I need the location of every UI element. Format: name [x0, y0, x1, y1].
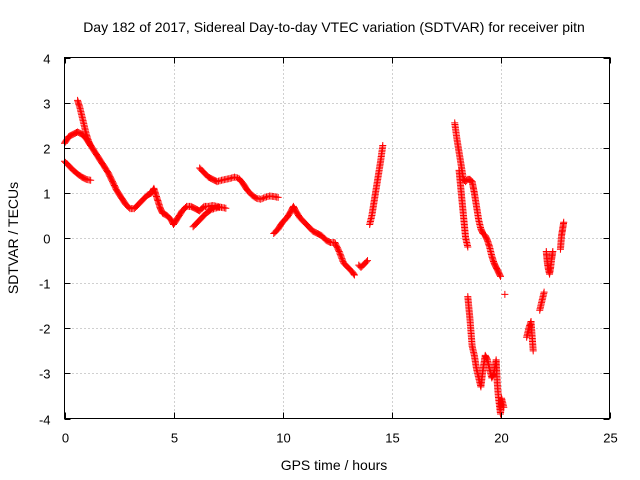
- data-point: [464, 243, 472, 251]
- series-arc-g: [355, 257, 372, 271]
- data-point: [497, 272, 504, 280]
- data-point: [87, 176, 95, 184]
- x-axis-label: GPS time / hours: [281, 457, 388, 473]
- y-tick-label: -4: [39, 413, 51, 428]
- series-arc-h: [366, 141, 387, 228]
- x-tick-label: 10: [276, 431, 290, 446]
- x-tick-label: 20: [494, 431, 508, 446]
- data-points: [61, 96, 568, 418]
- y-axis-label: SDTVAR / TECUs: [5, 182, 21, 294]
- series-arc-l: [501, 290, 509, 298]
- series-arc-k: [464, 293, 508, 418]
- y-tick-label: 2: [43, 142, 50, 157]
- data-point: [501, 290, 509, 298]
- series-arc-e: [196, 164, 282, 203]
- series-arc-o: [542, 248, 557, 278]
- data-point: [208, 205, 216, 213]
- y-tick-label: 4: [43, 52, 50, 67]
- series-arc-m: [523, 317, 537, 355]
- data-point: [274, 193, 282, 201]
- data-point: [260, 194, 268, 202]
- series-arc-n: [536, 288, 548, 314]
- y-tick-label: 3: [43, 97, 50, 112]
- series-arc-c: [74, 96, 95, 149]
- x-tick-label: 25: [603, 431, 617, 446]
- series-arc-f: [270, 202, 358, 279]
- data-point: [500, 403, 508, 411]
- data-point: [209, 205, 217, 213]
- data-point: [379, 141, 387, 149]
- series-arc-j: [455, 166, 472, 251]
- data-point: [364, 257, 372, 265]
- chart-title: Day 182 of 2017, Sidereal Day-to-day VTE…: [83, 19, 585, 35]
- series-arc-b: [61, 157, 95, 184]
- y-tick-label: -2: [39, 322, 51, 337]
- x-tick-labels: 0 5 10 15 20 25: [62, 431, 618, 446]
- data-point: [258, 195, 266, 203]
- data-point: [207, 206, 215, 214]
- data-point: [549, 248, 557, 256]
- data-point: [350, 271, 358, 279]
- x-tick-label: 5: [171, 431, 178, 446]
- data-point: [350, 270, 358, 278]
- data-point: [87, 141, 95, 149]
- series-arc-p: [556, 218, 568, 253]
- data-point: [222, 204, 230, 212]
- data-point: [362, 258, 370, 266]
- series-arc-i: [451, 119, 504, 280]
- data-point: [215, 203, 223, 211]
- axis-ticks: [64, 57, 611, 420]
- data-point: [257, 195, 265, 203]
- y-tick-label: 1: [43, 187, 50, 202]
- data-point: [529, 347, 537, 355]
- y-tick-label: -3: [39, 367, 51, 382]
- x-tick-label: 0: [62, 431, 69, 446]
- y-tick-labels: -4 -3 -2 -1 0 1 2 3 4: [39, 52, 51, 428]
- y-tick-label: -1: [39, 277, 51, 292]
- x-tick-label: 15: [385, 431, 399, 446]
- grid: [64, 57, 610, 419]
- data-point: [540, 288, 548, 296]
- data-point: [86, 140, 94, 148]
- y-tick-label: 0: [43, 232, 50, 247]
- series-arc-d: [189, 203, 223, 231]
- data-point: [560, 218, 568, 226]
- data-point: [496, 271, 504, 279]
